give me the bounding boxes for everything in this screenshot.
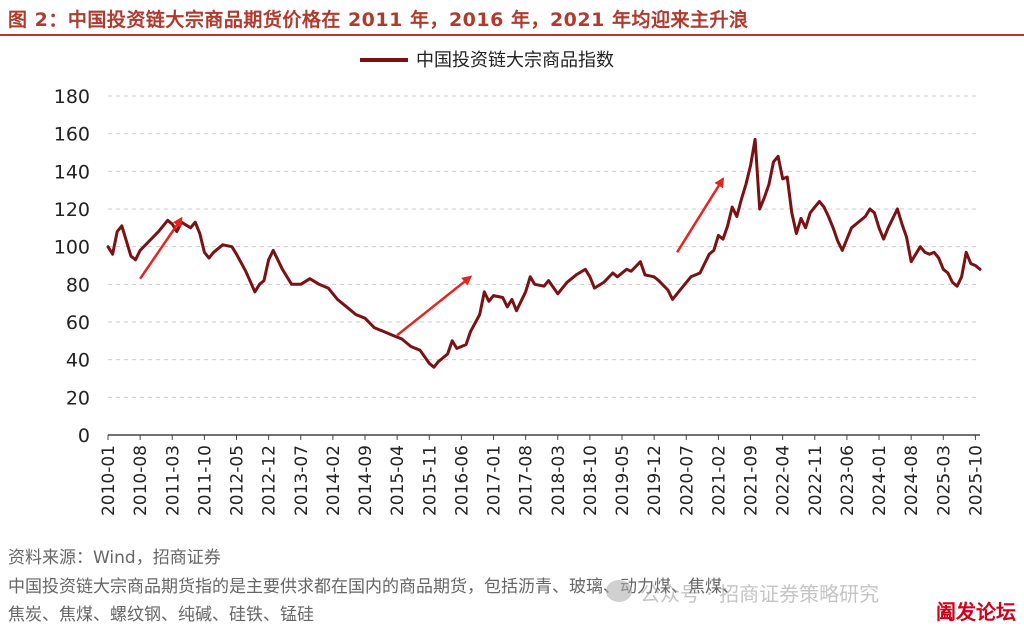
- y-tick-label: 40: [66, 350, 90, 372]
- x-tick-label: 2020-07: [677, 445, 697, 516]
- x-tick-label: 2014-02: [324, 445, 344, 516]
- y-tick-label: 160: [54, 124, 90, 146]
- x-tick-label: 2022-11: [806, 445, 826, 516]
- wechat-watermark: 公众号 · 招商证券策略研究: [640, 582, 880, 606]
- title-bar: 图 2：中国投资链大宗商品期货价格在 2011 年，2016 年，2021 年均…: [0, 0, 1024, 36]
- y-tick-label: 180: [54, 86, 90, 108]
- x-tick-label: 2011-10: [195, 445, 215, 516]
- series-line: [106, 137, 982, 369]
- figure-title: 图 2：中国投资链大宗商品期货价格在 2011 年，2016 年，2021 年均…: [8, 9, 749, 31]
- x-tick-label: 2023-06: [838, 445, 858, 516]
- x-tick-label: 2024-01: [870, 445, 890, 516]
- x-tick-label: 2024-08: [902, 445, 922, 516]
- wechat-icon: [606, 580, 632, 602]
- x-tick-label: 2017-08: [517, 445, 537, 516]
- x-tick-label: 2010-08: [131, 445, 151, 516]
- x-tick-label: 2021-09: [742, 445, 762, 516]
- x-tick-label: 2018-10: [581, 445, 601, 516]
- x-tick-label: 2014-09: [356, 445, 376, 516]
- x-tick-label: 2019-05: [613, 445, 633, 516]
- x-tick-label: 2012-05: [228, 445, 248, 516]
- x-tick-label: 2015-04: [388, 445, 408, 516]
- x-tick-label: 2025-10: [966, 445, 986, 516]
- x-tick-label: 2021-02: [709, 445, 729, 516]
- y-tick-label: 80: [66, 274, 90, 296]
- trend-arrow: [676, 177, 725, 253]
- x-tick-label: 2018-03: [549, 445, 569, 516]
- x-tick-label: 2015-11: [420, 445, 440, 516]
- y-tick-label: 20: [66, 387, 90, 409]
- definition-note-2: 焦炭、焦煤、螺纹钢、纯碱、硅铁、锰硅: [8, 605, 314, 625]
- forum-stamp: 阖发论坛: [936, 600, 1016, 624]
- x-tick-label: 2017-01: [485, 445, 505, 516]
- x-tick-label: 2010-01: [99, 445, 119, 516]
- y-tick-label: 60: [66, 312, 90, 334]
- legend: 中国投资链大宗商品指数: [360, 50, 614, 71]
- legend-label: 中国投资链大宗商品指数: [416, 50, 614, 71]
- x-tick-label: 2013-07: [292, 445, 312, 516]
- trend-arrow: [396, 275, 473, 337]
- y-tick-label: 120: [54, 199, 90, 221]
- x-tick-label: 2016-06: [452, 445, 472, 516]
- x-tick-label: 2019-12: [645, 445, 665, 516]
- x-tick-label: 2025-03: [934, 445, 954, 516]
- source-note: 资料来源：Wind，招商证券: [8, 548, 221, 568]
- trend-arrow: [139, 216, 183, 280]
- x-tick-label: 2022-04: [774, 445, 794, 516]
- line-chart: 0 20 40 60 80 100 120 140 160 180 2010-01 2010-08 2…: [54, 50, 987, 516]
- y-tick-label: 0: [78, 425, 90, 447]
- y-tick-label: 140: [54, 161, 90, 183]
- x-tick-label: 2012-12: [260, 445, 280, 516]
- y-tick-label: 100: [54, 237, 90, 259]
- x-tick-label: 2011-03: [163, 445, 183, 516]
- definition-note-1: 中国投资链大宗商品期货指的是主要供求都在国内的商品期货，包括沥青、玻璃、动力煤、…: [8, 577, 739, 597]
